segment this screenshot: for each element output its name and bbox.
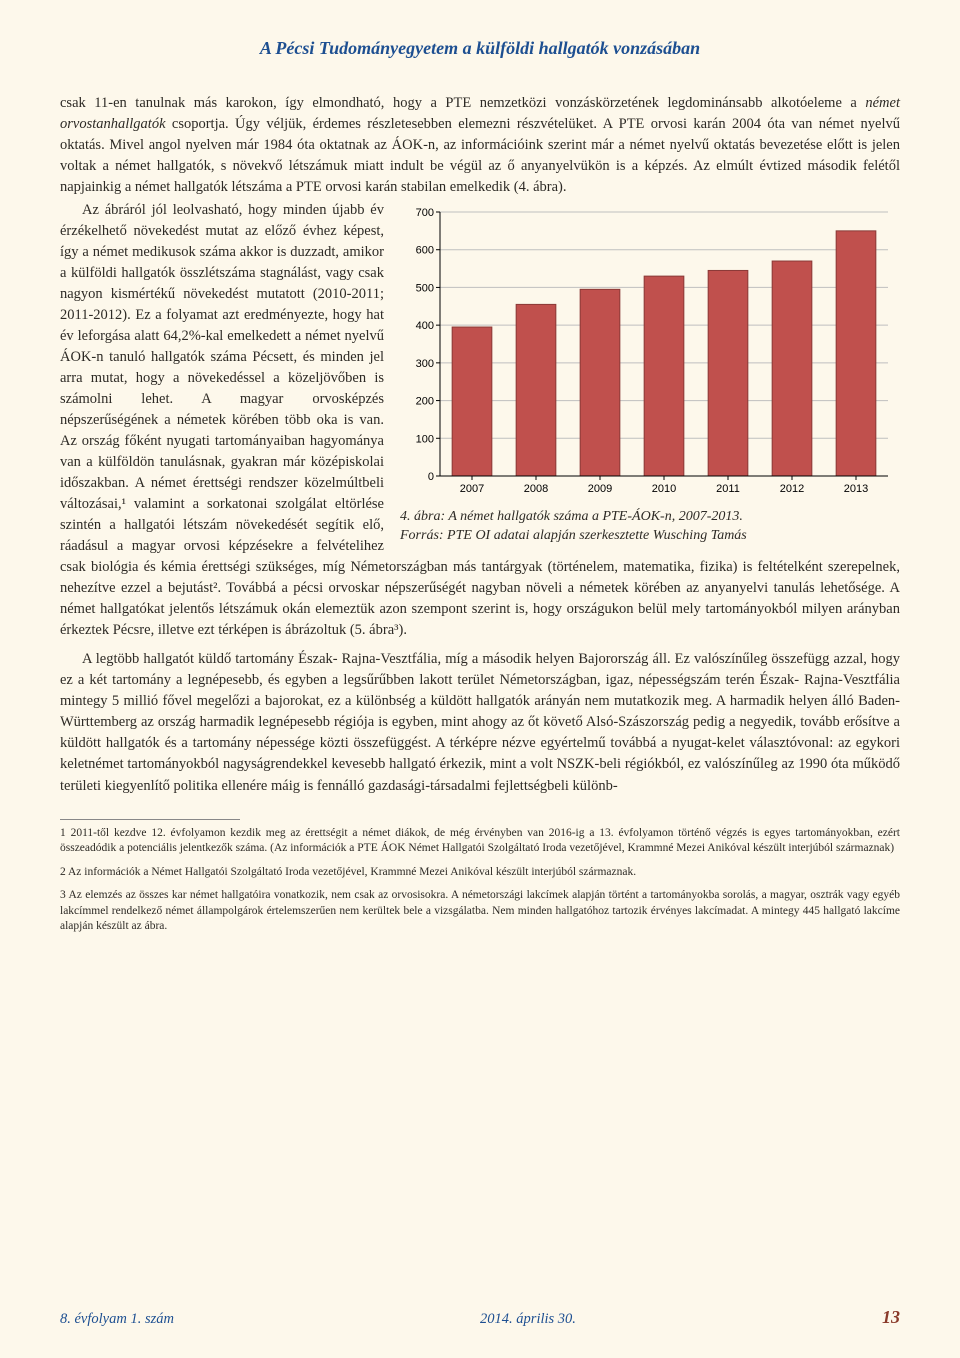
svg-text:500: 500 [416, 283, 434, 295]
svg-text:2007: 2007 [460, 483, 484, 495]
svg-text:100: 100 [416, 433, 434, 445]
svg-text:200: 200 [416, 396, 434, 408]
page-footer: 8. évfolyam 1. szám 2014. április 30. 13 [60, 1307, 900, 1328]
svg-text:2009: 2009 [588, 483, 612, 495]
para3: A legtöbb hallgatót küldő tartomány Észa… [60, 649, 900, 796]
footer-pagenum: 13 [882, 1307, 900, 1328]
svg-text:2008: 2008 [524, 483, 548, 495]
svg-text:2012: 2012 [780, 483, 804, 495]
body-text-block: csak 11-en tanulnak más karokon, így elm… [60, 93, 900, 797]
svg-text:300: 300 [416, 358, 434, 370]
body-wrap: csak 11-en tanulnak más karokon, így elm… [60, 93, 900, 1289]
svg-text:2010: 2010 [652, 483, 676, 495]
running-header: A Pécsi Tudományegyetem a külföldi hallg… [60, 38, 900, 59]
page-container: A Pécsi Tudományegyetem a külföldi hallg… [0, 0, 960, 1358]
para1-lead: csak 11-en tanulnak más karokon, így elm… [60, 95, 865, 111]
svg-text:700: 700 [416, 207, 434, 219]
svg-text:400: 400 [416, 320, 434, 332]
footnote-3: 3 Az elemzés az összes kar német hallgat… [60, 888, 900, 935]
figure-4: 0 100 200 300 400 500 600 700 2007 2008 2009 2010 20… [400, 202, 900, 546]
footnote-1: 1 2011-től kezdve 12. évfolyamon kezdik … [60, 826, 900, 857]
svg-text:0: 0 [428, 471, 434, 483]
footnote-separator [60, 819, 240, 820]
footer-date: 2014. április 30. [480, 1311, 576, 1328]
figure-caption-title: 4. ábra: A német hallgatók száma a PTE-Á… [400, 509, 743, 524]
figure-caption-source: Forrás: PTE OI adatai alapján szerkeszte… [400, 528, 747, 543]
svg-text:600: 600 [416, 245, 434, 257]
footnote-2: 2 Az információk a Német Hallgatói Szolg… [60, 865, 900, 881]
footer-volume: 8. évfolyam 1. szám [60, 1311, 174, 1328]
para1-rest: csoportja. Úgy véljük, érdemes részletes… [60, 116, 900, 195]
bar-chart: 0 100 200 300 400 500 600 700 2007 2008 2009 2010 20… [400, 202, 900, 502]
figure-caption: 4. ábra: A német hallgatók száma a PTE-Á… [400, 508, 900, 546]
bar-chart-svg: 0 100 200 300 400 500 600 700 2007 2008 2009 2010 20… [400, 202, 900, 502]
svg-text:2013: 2013 [844, 483, 868, 495]
svg-text:2011: 2011 [716, 483, 740, 495]
